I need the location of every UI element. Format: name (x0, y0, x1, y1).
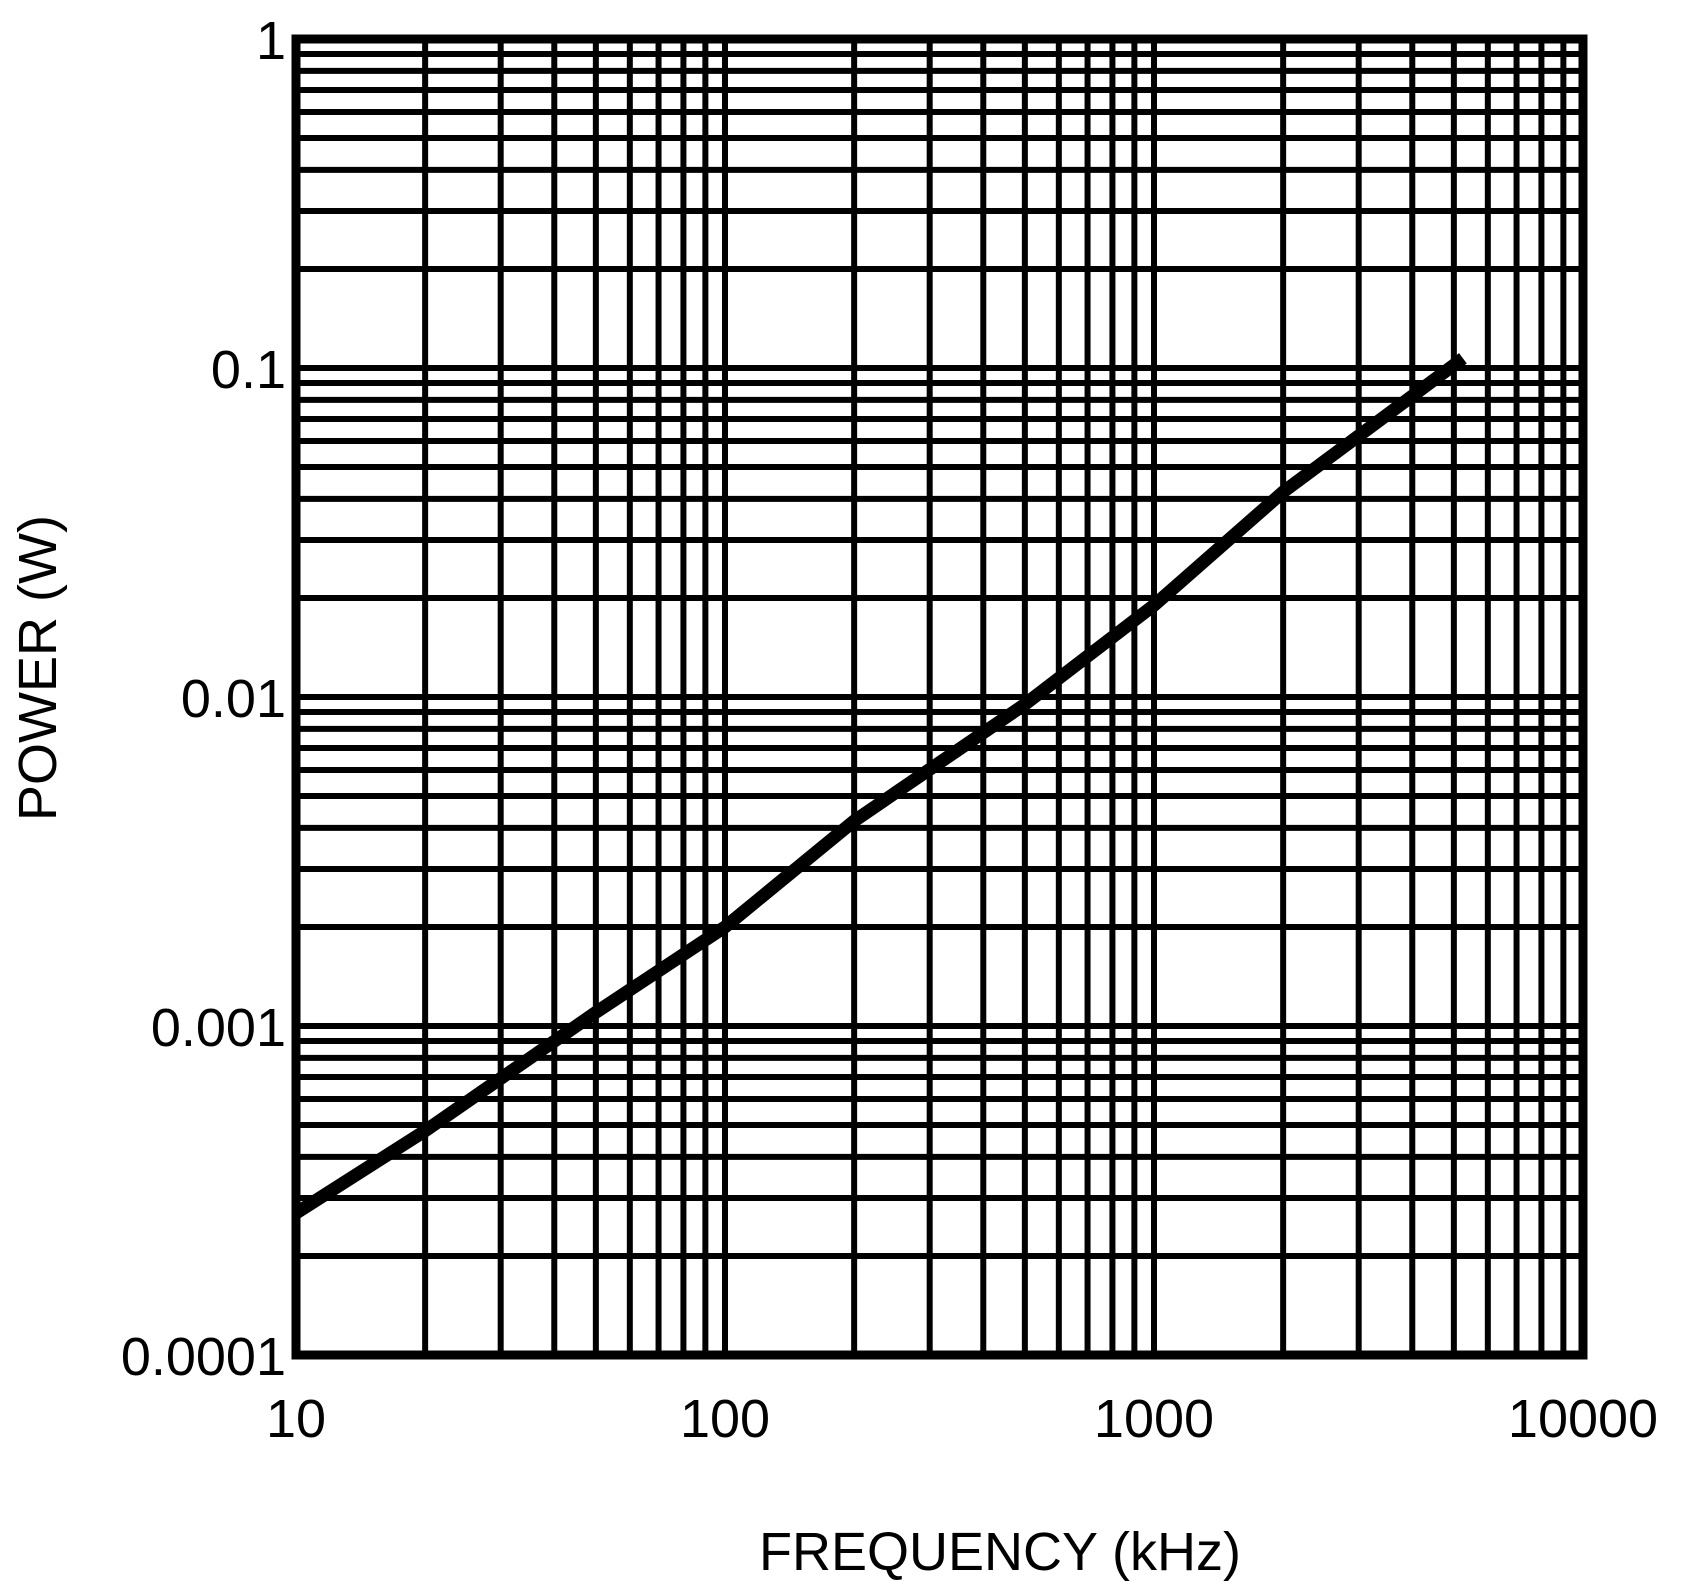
y-axis-label: POWER (W) (8, 515, 68, 821)
x-tick-label: 10 (266, 1389, 326, 1449)
x-tick-labels: 10 100 1000 10000 (266, 1389, 1658, 1449)
y-tick-label: 0.001 (151, 998, 286, 1058)
x-axis-label: FREQUENCY (kHz) (759, 1522, 1241, 1582)
y-tick-labels: 0.0001 0.001 0.01 0.1 1 (121, 11, 286, 1387)
power-curve (292, 353, 1467, 1219)
plot-frame (291, 34, 1588, 1360)
y-tick-label: 0.1 (211, 340, 286, 400)
y-tick-label: 1 (256, 11, 286, 71)
x-tick-label: 10000 (1508, 1389, 1658, 1449)
y-tick-label: 0.0001 (121, 1327, 286, 1387)
y-tick-label: 0.01 (181, 669, 286, 729)
x-tick-label: 1000 (1094, 1389, 1214, 1449)
grid (293, 39, 1583, 1358)
x-tick-label: 100 (680, 1389, 770, 1449)
